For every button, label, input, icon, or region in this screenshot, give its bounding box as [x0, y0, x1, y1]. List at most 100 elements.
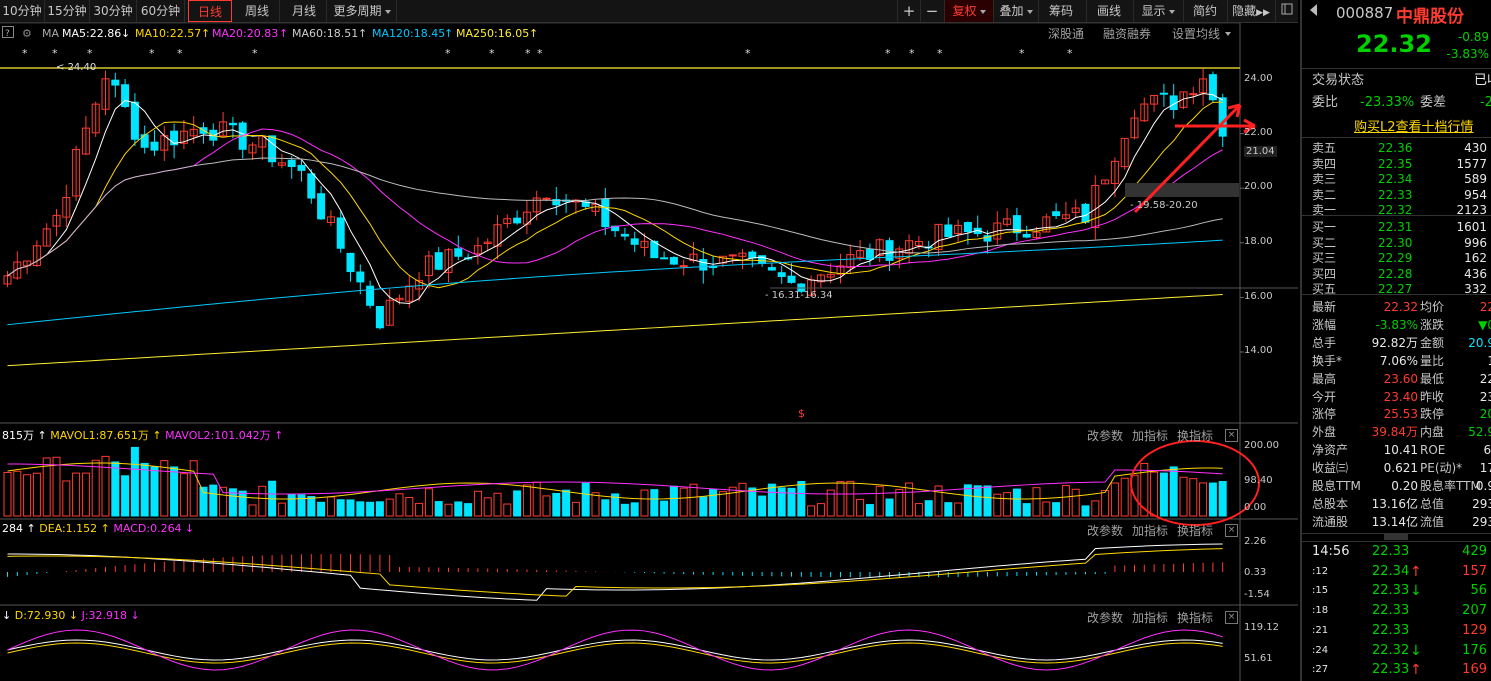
- tab-10min[interactable]: 10分钟: [0, 0, 45, 22]
- volume-bar: [1150, 471, 1159, 517]
- ask-volume: 589: [1464, 172, 1487, 186]
- star-marker: *: [909, 47, 915, 60]
- vol-switch-indicator-button[interactable]: 换指标: [1177, 429, 1214, 443]
- volume-bar: [1120, 477, 1129, 517]
- volume-bar: [787, 487, 796, 517]
- vol-close-icon[interactable]: ×: [1225, 429, 1238, 442]
- tick-volume: 157: [1462, 563, 1487, 579]
- bid-label: 买三: [1312, 251, 1337, 265]
- mavol2-value: MAVOL2:101.042万: [165, 429, 271, 442]
- kdj-header: ↓ D:72.930 ↓ J:32.918 ↓: [2, 609, 140, 622]
- macd-edit-params-button[interactable]: 改参数: [1087, 524, 1124, 538]
- tick-time: :24: [1312, 644, 1329, 656]
- l2-purchase-link[interactable]: 购买L2查看十档行情: [1354, 120, 1474, 135]
- hk-connect-link[interactable]: 深股通: [1048, 27, 1085, 41]
- ma20-line: [7, 128, 1223, 277]
- tab-more-periods[interactable]: 更多周期: [328, 0, 397, 22]
- stat-value: 17: [1479, 461, 1491, 476]
- macd-close-icon[interactable]: ×: [1225, 524, 1238, 537]
- tab-monthly[interactable]: 月线: [282, 0, 327, 22]
- kdj-close-icon[interactable]: ×: [1225, 611, 1238, 624]
- kdj-switch-indicator-button[interactable]: 换指标: [1177, 611, 1214, 625]
- volume-bar: [1003, 492, 1012, 517]
- volume-bar: [52, 456, 61, 517]
- volume-bar: [23, 474, 32, 517]
- candle-body: [1159, 92, 1168, 95]
- volume-bar: [542, 495, 551, 517]
- arrow-up-icon: ↑: [279, 27, 289, 40]
- ma120-line: [7, 239, 1223, 326]
- star-marker: *: [525, 47, 531, 60]
- ask-price: 22.33: [1378, 187, 1413, 202]
- stat-value: 7.06%: [1379, 353, 1418, 368]
- kdj-edit-params-button[interactable]: 改参数: [1087, 611, 1124, 625]
- prev-stock-icon[interactable]: [1310, 4, 1317, 16]
- ma-settings-link[interactable]: 设置均线: [1172, 27, 1221, 41]
- stat-value: 52.9: [1468, 425, 1491, 440]
- period-toolbar: 10分钟 15分钟 30分钟 60分钟 日线 周线 月线 更多周期 + − 复权…: [0, 0, 1298, 23]
- volume-bar: [620, 503, 629, 517]
- candle-body: [228, 122, 237, 126]
- volume-bar: [885, 498, 894, 517]
- tab-30min[interactable]: 30分钟: [90, 0, 137, 22]
- volume-bar: [777, 487, 786, 517]
- zoom-in-button[interactable]: +: [897, 0, 920, 22]
- tab-60min[interactable]: 60分钟: [137, 0, 185, 22]
- volume-bar: [1061, 485, 1070, 517]
- zoom-out-button[interactable]: −: [920, 0, 943, 22]
- chips-button[interactable]: 筹码: [1038, 0, 1083, 22]
- volume-bar: [905, 482, 914, 517]
- draw-line-button[interactable]: 画线: [1086, 0, 1131, 22]
- hide-button[interactable]: 隐藏▶▶: [1227, 0, 1274, 22]
- macd-add-indicator-button[interactable]: 加指标: [1132, 524, 1169, 538]
- help-icon[interactable]: ?: [2, 26, 14, 44]
- stat-label: 净资产: [1312, 443, 1349, 458]
- diff-value: 284: [2, 522, 23, 535]
- volume-bar: [640, 489, 649, 517]
- volume-bar: [483, 497, 492, 517]
- stat-label: 金额: [1420, 335, 1445, 350]
- volume-bar: [591, 492, 600, 517]
- fuquan-button[interactable]: 复权: [944, 0, 993, 22]
- stat-label: 量比: [1420, 353, 1445, 368]
- candle-body: [699, 259, 708, 271]
- ask-row: 卖二 22.33 954: [1302, 186, 1491, 204]
- tick-time: :21: [1312, 624, 1329, 636]
- sidebar-toggle-icon[interactable]: [1275, 0, 1298, 22]
- tick-time: :15: [1312, 585, 1329, 597]
- volume-bar: [728, 486, 737, 517]
- overlay-button[interactable]: 叠加: [993, 0, 1038, 22]
- tab-weekly[interactable]: 周线: [235, 0, 280, 22]
- volume-bar: [1189, 478, 1198, 517]
- stat-value: 6.: [1483, 443, 1491, 458]
- bid-row: 买四 22.28 436: [1302, 265, 1491, 283]
- macd-switch-indicator-button[interactable]: 换指标: [1177, 524, 1214, 538]
- kline-chart[interactable]: * * * * * * * * * * * * * * * *: [0, 0, 1300, 681]
- tab-daily[interactable]: 日线: [188, 0, 232, 22]
- volume-bar: [356, 501, 365, 517]
- vol-add-indicator-button[interactable]: 加指标: [1132, 429, 1169, 443]
- bid-price: 22.27: [1378, 282, 1413, 296]
- display-button[interactable]: 显示: [1133, 0, 1182, 22]
- candle-body: [287, 159, 296, 167]
- candle-body: [944, 224, 953, 238]
- kdj-add-indicator-button[interactable]: 加指标: [1132, 611, 1169, 625]
- price-axis-16: 16.00: [1244, 291, 1273, 302]
- volume-bar: [160, 460, 169, 517]
- simple-button[interactable]: 简约: [1183, 0, 1226, 22]
- candle-body: [13, 261, 22, 279]
- candle-body: [268, 135, 277, 163]
- tab-15min[interactable]: 15分钟: [45, 0, 90, 22]
- settings-gear-icon[interactable]: ⚙: [22, 27, 32, 40]
- margin-trading-link[interactable]: 融资融券: [1103, 27, 1152, 41]
- stock-code: 000887: [1336, 4, 1394, 22]
- macd-header: 284 ↑ DEA:1.152 ↑ MACD:0.264 ↓: [2, 522, 195, 535]
- vol-edit-params-button[interactable]: 改参数: [1087, 429, 1124, 443]
- dea-line: [7, 548, 1223, 597]
- stat-value: 39.84万: [1371, 425, 1418, 440]
- candle-body: [1071, 207, 1080, 213]
- stat-label: 今开: [1312, 389, 1337, 404]
- candle-body: [513, 217, 522, 224]
- collapse-handle[interactable]: [1384, 534, 1408, 540]
